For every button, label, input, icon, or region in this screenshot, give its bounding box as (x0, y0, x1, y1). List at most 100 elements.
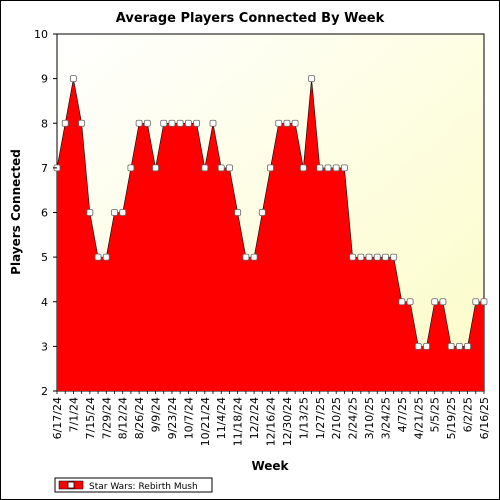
y-tick-label: 3 (41, 340, 48, 353)
x-tick-label: 9/9/24 (150, 397, 163, 432)
data-point (250, 253, 258, 261)
data-point (168, 119, 176, 127)
data-point (480, 298, 488, 306)
data-point (324, 164, 332, 172)
x-tick-label: 12/30/24 (281, 397, 294, 446)
data-point (152, 164, 159, 172)
data-point (127, 164, 135, 172)
y-tick-label: 9 (41, 73, 48, 86)
x-tick-label: 2/10/25 (330, 397, 343, 439)
y-tick-label: 4 (41, 296, 48, 309)
x-tick-label: 12/2/24 (248, 397, 261, 439)
data-point (78, 119, 86, 127)
data-point (234, 209, 242, 216)
data-point (160, 119, 168, 127)
data-point (119, 209, 127, 216)
legend: Star Wars: Rebirth Mush (54, 477, 213, 493)
y-tick-label: 7 (41, 162, 48, 175)
data-point (61, 119, 69, 127)
x-tick-label: 10/21/24 (199, 397, 212, 446)
x-tick-label: 6/2/25 (462, 397, 475, 432)
data-point (365, 253, 373, 261)
data-point (357, 253, 365, 261)
chart-title: Average Players Connected By Week (116, 11, 385, 26)
y-axis-label: Players Connected (9, 149, 23, 275)
data-point (472, 298, 480, 306)
x-tick-label: 11/4/24 (215, 397, 228, 439)
data-point (398, 298, 406, 306)
data-point (308, 75, 315, 83)
y-tick-label: 8 (41, 117, 48, 130)
legend-marker-icon (67, 481, 75, 489)
x-tick-label: 8/26/24 (133, 397, 146, 439)
data-point (275, 119, 283, 127)
x-tick-label: 5/5/25 (429, 397, 442, 432)
x-tick-label: 4/7/25 (396, 397, 409, 432)
data-point (439, 298, 447, 306)
y-tick-label: 2 (41, 385, 48, 398)
x-tick-label: 6/16/25 (478, 397, 491, 439)
data-point (414, 342, 422, 350)
data-point (102, 253, 110, 261)
data-point (226, 164, 233, 172)
data-point (242, 253, 250, 261)
data-point (340, 164, 348, 172)
data-point-markers (53, 75, 488, 350)
data-point (423, 342, 430, 350)
x-tick-label: 1/13/25 (297, 397, 310, 439)
x-axis-label: Week (251, 459, 289, 473)
x-axis: 6/17/24 7/1/24 7/15/24 7/29/24 8/12/24 8/26/2… (51, 391, 491, 446)
x-tick-label: 7/1/24 (67, 397, 80, 432)
x-tick-label: 2/24/25 (347, 397, 360, 439)
y-tick-label: 6 (41, 207, 48, 220)
data-point (455, 342, 463, 350)
data-point (70, 75, 77, 83)
data-point (201, 164, 209, 172)
data-point (283, 119, 291, 127)
data-point (135, 119, 143, 127)
data-point (193, 119, 201, 127)
data-point (447, 342, 455, 350)
x-tick-label: 3/24/25 (379, 397, 392, 439)
x-tick-label: 5/19/25 (445, 397, 458, 439)
y-axis: 2 3 4 5 6 7 8 9 10 (34, 28, 57, 398)
legend-label: Star Wars: Rebirth Mush (89, 482, 198, 492)
data-point (390, 253, 398, 261)
data-point (217, 164, 225, 172)
data-point (258, 209, 266, 216)
data-point (267, 164, 274, 172)
x-tick-label: 6/17/24 (51, 397, 64, 439)
x-tick-label: 3/10/25 (363, 397, 376, 439)
x-tick-label: 7/15/24 (84, 397, 97, 439)
x-tick-label: 10/7/24 (182, 397, 195, 439)
series-area (57, 78, 484, 391)
data-point (349, 253, 357, 261)
x-tick-label: 11/18/24 (232, 397, 245, 446)
x-tick-label: 1/27/25 (314, 397, 327, 439)
data-point (209, 119, 217, 127)
data-point (143, 119, 151, 127)
y-tick-label: 10 (34, 28, 48, 41)
x-tick-label: 8/12/24 (117, 397, 130, 439)
data-point (406, 298, 414, 306)
data-point (176, 119, 184, 127)
data-point (431, 298, 439, 306)
data-point (332, 164, 340, 172)
x-tick-label: 7/29/24 (100, 397, 113, 439)
x-tick-label: 9/23/24 (166, 397, 179, 439)
y-tick-label: 5 (41, 251, 48, 264)
data-point (382, 253, 389, 261)
data-point (464, 342, 471, 350)
data-point (184, 119, 192, 127)
legend-box (54, 477, 213, 493)
data-point (316, 164, 324, 172)
data-point (86, 209, 94, 216)
data-point (111, 209, 118, 216)
data-point (291, 119, 299, 127)
x-tick-label: 12/16/24 (265, 397, 278, 446)
data-point (299, 164, 307, 172)
x-tick-label: 4/21/25 (412, 397, 425, 439)
data-point (94, 253, 102, 261)
data-point (373, 253, 381, 261)
